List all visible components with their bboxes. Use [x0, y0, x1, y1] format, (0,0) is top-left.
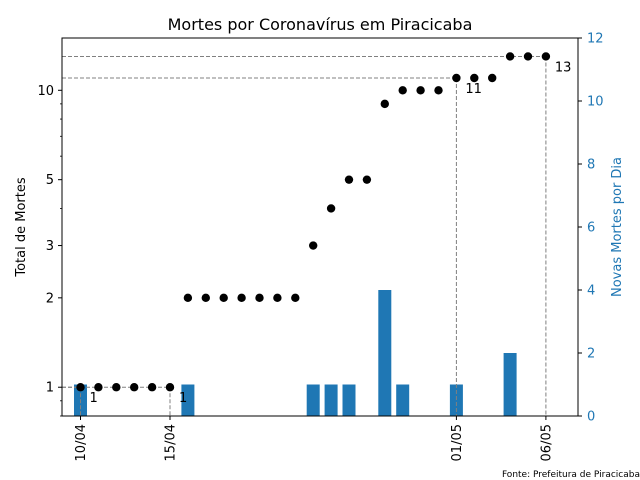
point-total-deaths: [273, 293, 282, 303]
right-axis-label: Novas Mortes por Dia: [610, 157, 625, 297]
point-total-deaths: [398, 86, 407, 95]
x-axis-tick-label: 01/05: [450, 424, 465, 461]
right-axis-tick-label: 10: [587, 95, 604, 110]
point-total-deaths: [434, 86, 443, 95]
left-axis-tick-label: 3: [46, 239, 54, 254]
point-total-deaths: [130, 383, 139, 392]
right-axis-tick-label: 4: [587, 284, 595, 299]
point-total-deaths: [76, 383, 85, 392]
bar-daily-deaths: [396, 384, 410, 416]
annotation-label: 13: [555, 60, 572, 75]
point-total-deaths: [291, 293, 300, 303]
point-total-deaths: [326, 204, 336, 213]
point-total-deaths: [309, 241, 318, 250]
daily-deaths-bars: [74, 290, 517, 416]
left-axis-tick-label: 5: [46, 173, 54, 188]
bar-daily-deaths: [324, 384, 338, 416]
bar-daily-deaths: [378, 290, 392, 416]
annotation-label: 1: [90, 391, 98, 406]
point-total-deaths: [255, 293, 264, 303]
point-total-deaths: [183, 293, 193, 303]
source-note: Fonte: Prefeitura de Piracicaba: [502, 470, 640, 480]
left-axis-tick-label: 10: [37, 84, 54, 99]
point-total-deaths: [362, 175, 372, 184]
point-total-deaths: [165, 383, 175, 392]
point-total-deaths: [344, 175, 354, 184]
point-total-deaths: [541, 52, 551, 61]
point-total-deaths: [505, 52, 515, 61]
reference-lines: [62, 55, 547, 416]
point-total-deaths: [380, 99, 389, 109]
point-total-deaths: [416, 86, 425, 95]
bar-daily-deaths: [503, 353, 517, 416]
left-axis-tick-label: 2: [46, 291, 54, 306]
right-axis-tick-label: 2: [587, 347, 595, 362]
bar-daily-deaths: [306, 384, 320, 416]
point-total-deaths: [237, 293, 246, 303]
annotation-label: 1: [179, 391, 187, 406]
plot-frame: [61, 37, 579, 417]
point-total-deaths: [523, 52, 533, 61]
x-axis-tick-label: 15/04: [164, 424, 179, 461]
total-deaths-points: [76, 52, 551, 392]
bar-daily-deaths: [181, 384, 195, 416]
chart-title: Mortes por Coronavírus em Piracicaba: [168, 15, 473, 34]
x-axis: 10/04 15/04 01/05 06/05: [74, 416, 554, 461]
point-total-deaths: [201, 293, 210, 303]
right-axis-tick-label: 8: [587, 158, 595, 173]
left-axis-label: Total de Mortes: [14, 177, 29, 277]
point-total-deaths: [219, 293, 228, 303]
right-axis: 0 2 4 6 8 10 12: [578, 32, 604, 425]
point-total-deaths: [147, 383, 157, 392]
x-axis-tick-label: 06/05: [539, 424, 554, 461]
left-axis: 1 2 3 5 10: [37, 84, 62, 417]
x-axis-tick-label: 10/04: [74, 424, 89, 461]
annotation-label: 11: [465, 82, 482, 97]
point-total-deaths: [488, 73, 497, 83]
right-axis-tick-label: 12: [587, 32, 604, 47]
point-total-deaths: [112, 383, 121, 392]
right-axis-tick-label: 0: [587, 410, 595, 425]
left-axis-tick-label: 1: [46, 381, 54, 396]
right-axis-tick-label: 6: [587, 221, 595, 236]
point-total-deaths: [452, 73, 461, 83]
point-total-deaths: [94, 383, 103, 392]
point-total-deaths: [470, 73, 479, 83]
bar-daily-deaths: [449, 384, 463, 416]
bar-daily-deaths: [342, 384, 356, 416]
